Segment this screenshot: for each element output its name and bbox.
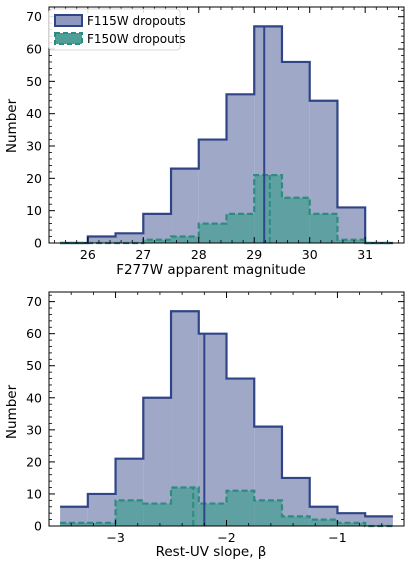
legend-label-f115w: F115W dropouts bbox=[87, 14, 186, 28]
f150w-bar bbox=[337, 239, 366, 243]
f150w-bar bbox=[337, 522, 366, 526]
legend-swatch-f150w bbox=[54, 32, 83, 45]
f115w-bar bbox=[115, 233, 144, 243]
x-tick-label: −1 bbox=[328, 530, 346, 545]
f115w-bar bbox=[337, 207, 366, 243]
f115w-bar bbox=[87, 493, 116, 526]
y-tick-label: 30 bbox=[26, 139, 42, 154]
f150w-bar bbox=[281, 516, 310, 526]
ticks-bottom: −3 −2 −1 0 10 20 30 40 50 60 70 bbox=[26, 292, 405, 545]
f150w-bar bbox=[226, 213, 255, 243]
y-tick-label: 50 bbox=[26, 74, 42, 89]
x-tick-label: 27 bbox=[135, 247, 151, 262]
f150w-histogram-top bbox=[60, 174, 393, 245]
y-tick-label: 30 bbox=[26, 422, 42, 437]
y-tick-label: 20 bbox=[26, 454, 42, 469]
y-axis-label-bottom: Number bbox=[4, 384, 20, 439]
f115w-bar bbox=[198, 333, 227, 526]
y-tick-label: 50 bbox=[26, 358, 42, 373]
y-tick-label: 0 bbox=[34, 236, 42, 251]
f115w-step-outline bbox=[60, 25, 393, 245]
x-axis-label-top: F277W apparent magnitude bbox=[116, 262, 306, 278]
f150w-bar bbox=[198, 503, 227, 526]
x-tick-label: 26 bbox=[80, 247, 96, 262]
y-tick-label: 70 bbox=[26, 9, 42, 24]
f115w-bar bbox=[87, 236, 116, 243]
y-tick-label: 40 bbox=[26, 390, 42, 405]
f150w-bar bbox=[309, 213, 338, 243]
f150w-bar bbox=[115, 500, 144, 526]
legend-swatch-f115w bbox=[54, 14, 83, 27]
x-tick-label: 28 bbox=[191, 247, 207, 262]
y-tick-label: 60 bbox=[26, 326, 42, 341]
y-tick-label: 0 bbox=[34, 519, 42, 534]
f150w-bar bbox=[171, 236, 199, 243]
y-tick-label: 10 bbox=[26, 203, 42, 218]
x-tick-label: 29 bbox=[246, 247, 262, 262]
ticks-top: 26 27 28 29 30 31 0 10 20 30 40 50 60 70 bbox=[26, 7, 404, 262]
x-axis-label-bottom: Rest-UV slope, β bbox=[156, 544, 267, 560]
f115w-bar bbox=[365, 516, 393, 526]
y-tick-label: 10 bbox=[26, 486, 42, 501]
f150w-bar bbox=[60, 522, 88, 526]
f150w-bar bbox=[254, 500, 282, 526]
x-tick-label: 31 bbox=[357, 247, 373, 262]
x-tick-label: 30 bbox=[302, 247, 318, 262]
f150w-bar bbox=[226, 490, 255, 526]
f150w-bar bbox=[254, 175, 282, 243]
f150w-bar bbox=[198, 223, 227, 243]
f150w-bar bbox=[171, 487, 199, 526]
f150w-bar bbox=[87, 522, 116, 526]
f150w-bar bbox=[309, 519, 338, 526]
f150w-step-outline bbox=[60, 486, 393, 528]
f150w-bar bbox=[143, 239, 172, 243]
y-tick-label: 40 bbox=[26, 106, 42, 121]
x-tick-label: −2 bbox=[217, 530, 235, 545]
f150w-histogram-bottom bbox=[60, 486, 393, 528]
f115w-bar bbox=[60, 506, 88, 526]
top-panel: 26 27 28 29 30 31 0 10 20 30 40 50 60 70 F277W appare… bbox=[4, 6, 405, 278]
plot-frame-top bbox=[48, 6, 405, 244]
f115w-step-outline bbox=[60, 310, 393, 518]
f115w-bar bbox=[143, 213, 172, 243]
y-tick-label: 70 bbox=[26, 294, 42, 309]
bottom-panel: −3 −2 −1 0 10 20 30 40 50 60 70 Rest-UV slope, β N… bbox=[4, 291, 405, 560]
f150w-bar bbox=[143, 503, 172, 526]
legend: F115W dropouts F150W dropouts bbox=[48, 8, 186, 51]
y-tick-label: 60 bbox=[26, 42, 42, 57]
plot-frame-bottom bbox=[48, 291, 405, 527]
y-axis-label-top: Number bbox=[4, 98, 20, 153]
median-lines-bottom bbox=[192, 333, 206, 526]
x-tick-label: −3 bbox=[106, 530, 124, 545]
legend-label-f150w: F150W dropouts bbox=[87, 32, 186, 46]
median-lines-top bbox=[263, 26, 271, 243]
f150w-bar bbox=[281, 197, 310, 243]
f115w-bar bbox=[171, 168, 199, 243]
y-tick-label: 20 bbox=[26, 171, 42, 186]
